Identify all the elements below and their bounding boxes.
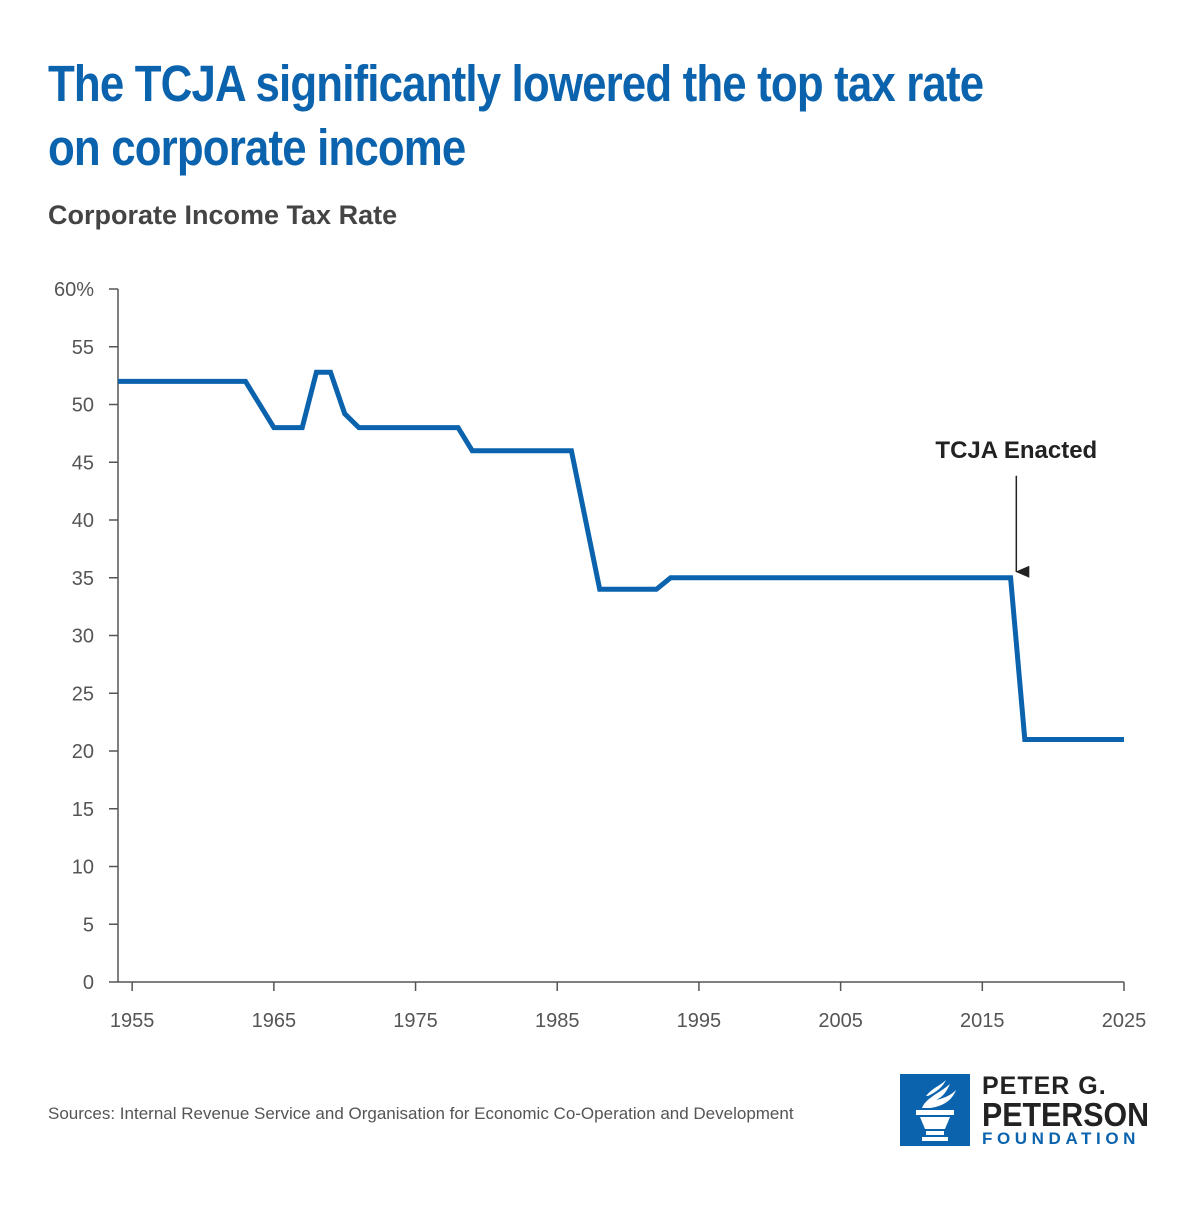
page-title: The TCJA significantly lowered the top t…: [48, 55, 984, 176]
y-tick-label: 10: [72, 857, 94, 879]
y-tick-label: 20: [72, 741, 94, 763]
x-tick-label: 2005: [818, 1010, 863, 1032]
y-tick-label: 50: [72, 395, 94, 417]
y-tick-label: 5: [83, 914, 94, 936]
x-tick-label: 1975: [393, 1010, 438, 1032]
logo-text-line2: PETERSON: [982, 1096, 1150, 1133]
x-tick-label: 1985: [535, 1010, 580, 1032]
x-axis: 1955 1965 1975 1985 1995 2005 2015 2025: [110, 981, 1147, 1032]
y-tick-label: 25: [72, 683, 94, 705]
source-note: Sources: Internal Revenue Service and Or…: [48, 1104, 794, 1123]
x-tick-label: 2015: [960, 1010, 1005, 1032]
y-tick-label: 55: [72, 337, 94, 359]
y-tick-label: 60%: [54, 279, 94, 301]
logo-text-line3: FOUNDATION: [982, 1129, 1141, 1148]
logo-text-line1: PETER G.: [982, 1072, 1107, 1100]
peterson-foundation-logo: PETER G. PETERSON FOUNDATION: [900, 1072, 1160, 1148]
y-tick-label: 15: [72, 799, 94, 821]
y-tick-label: 40: [72, 510, 94, 532]
series-group: [118, 369, 1124, 742]
y-tick-label: 45: [72, 452, 94, 474]
torch-icon: [900, 1074, 970, 1146]
x-tick-label: 1995: [677, 1010, 722, 1032]
x-tick-label: 1955: [110, 1010, 155, 1032]
x-tick-label: 1965: [252, 1010, 297, 1032]
x-tick-label: 2025: [1102, 1010, 1147, 1032]
y-tick-label: 0: [83, 972, 94, 994]
y-tick-label: 30: [72, 626, 94, 648]
chart-subtitle: Corporate Income Tax Rate: [48, 200, 398, 230]
y-axis: 0 5 10 15 20 25 30 35 40 45 50 55 60%: [54, 279, 119, 994]
y-tick-label: 35: [72, 568, 94, 590]
series-line: [118, 369, 1124, 742]
annotations-group: TCJA Enacted: [935, 437, 1097, 578]
annotation-label: TCJA Enacted: [935, 437, 1097, 464]
